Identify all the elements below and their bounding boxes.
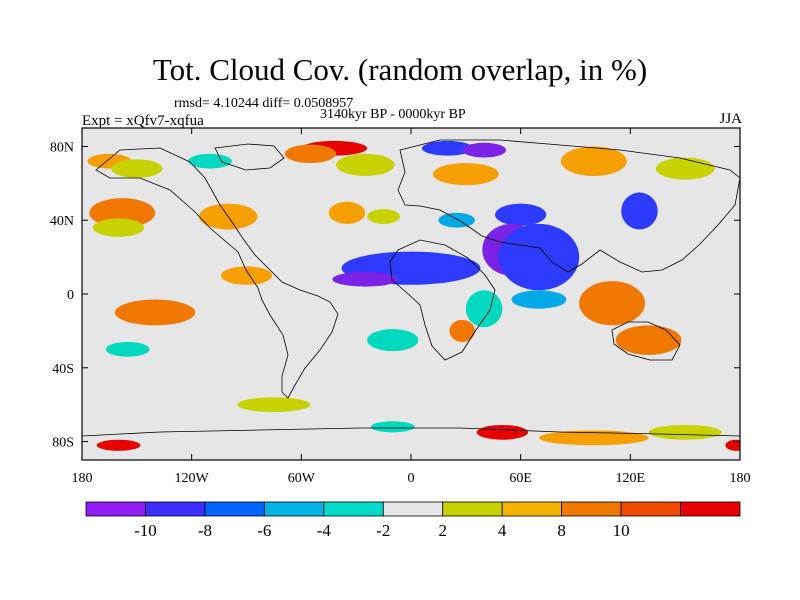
anomaly-patch-greenland-orange (284, 144, 337, 164)
colorbar-swatch (323, 501, 384, 517)
lon-tick-label: 180 (72, 471, 93, 486)
season-label: JJA (719, 111, 742, 127)
anomaly-patch-antarctic-teal (370, 421, 415, 433)
anomaly-patch-alaska-yellow (111, 159, 163, 178)
coastline (95, 147, 339, 399)
colorbar-swatch (680, 501, 741, 517)
anomaly-patch-antarctic-red-2 (476, 424, 528, 440)
anomaly-patch-antarctic-red-1 (96, 439, 141, 451)
lon-tick-label: 60E (509, 471, 532, 486)
anomaly-patch-antarctic-red-3 (725, 439, 740, 451)
coastline (214, 143, 285, 171)
anomaly-patch-e-africa-teal (465, 290, 503, 328)
anomaly-patch-e-pacific-orange (220, 266, 273, 285)
anomaly-patch-s-ocean-yellow (237, 397, 311, 413)
anomaly-patch-antarctic-yellow (648, 424, 722, 440)
colorbar-label: -4 (317, 521, 332, 540)
anomaly-patch-barents-purple (462, 142, 507, 158)
anomaly-patch-scandinavia-blue (421, 140, 474, 156)
lon-tick-label: 120W (175, 471, 210, 486)
anomaly-patch-w-atlantic-orange (328, 201, 366, 224)
lon-tick-label: 180 (730, 471, 751, 486)
anomaly-patch-n-atlantic-yellow (336, 153, 395, 176)
lat-tick-label: 80S (52, 436, 74, 451)
colorbar-swatch (501, 501, 563, 517)
colorbar: -10 -8 -6 -4 -2 2 4 8 10 (85, 501, 741, 540)
map-panel (81, 127, 741, 461)
lon-tick-label: 60W (288, 471, 316, 486)
colorbar-swatch (145, 501, 206, 517)
anomaly-patch-australia-orange (615, 325, 682, 355)
anomaly-patch-s-africa-orange (449, 319, 475, 342)
lon-tick-label: 120E (616, 471, 646, 486)
colorbar-swatch (382, 501, 444, 517)
colorbar-label: -2 (376, 521, 390, 540)
anomaly-patch-n-pacific-yellow (92, 218, 145, 237)
colorbar-swatch (85, 501, 146, 517)
colorbar-label: -10 (134, 521, 157, 540)
map-axes: 80N 40N 0 40S 80S 180 120W 60W 0 60E 120E 180 (50, 128, 751, 486)
anomaly-patch-atlantic-purple (332, 271, 399, 287)
colorbar-swatch (204, 501, 265, 517)
anomaly-patch-indian-ocean-blue (511, 290, 567, 309)
anomaly-patch-east-siberia-yellow (655, 157, 715, 180)
map-title: Tot. Cloud Cov. (random overlap, in %) (152, 52, 648, 87)
anomaly-patch-central-asia-blue (495, 203, 547, 226)
experiment-label: Expt = xQfv7-xqfua (82, 113, 204, 129)
colorbar-label: -8 (198, 521, 212, 540)
anomaly-patch-s-atlantic-teal (367, 329, 419, 352)
anomaly-patch-maritime-orange (579, 281, 645, 326)
colorbar-label: 10 (613, 521, 630, 540)
anomaly-patch-antarctic-orange (538, 430, 649, 446)
anomaly-patch-siberia-orange (560, 146, 627, 176)
colorbar-swatch (620, 501, 681, 517)
colorbar-label: -6 (257, 521, 271, 540)
lat-tick-label: 40S (52, 362, 74, 377)
coastline (611, 321, 681, 361)
anomaly-patch-europe-orange (432, 163, 499, 186)
anomaly-patch-east-asia-blue (621, 192, 658, 230)
colorbar-label: 2 (438, 521, 447, 540)
colorbar-swatch (561, 501, 622, 517)
coastline (82, 427, 740, 437)
anomaly-patch-india-blue (498, 223, 580, 291)
lat-tick-label: 40N (50, 214, 74, 229)
stats-label: rmsd= 4.10244 diff= 0.0508957 (174, 96, 354, 111)
lon-tick-label: 0 (408, 471, 415, 486)
coastline (397, 139, 740, 273)
anomaly-patch-s-pacific-teal (105, 341, 150, 357)
colorbar-swatch (442, 501, 503, 517)
lat-tick-label: 0 (67, 288, 74, 303)
coastline (389, 239, 496, 361)
colorbar-label: 4 (498, 521, 507, 540)
anomaly-patch-e-atlantic-yellow (367, 209, 401, 224)
anomaly-patch-canada-teal (188, 153, 232, 169)
period-label: 3140kyr BP - 0000kyr BP (320, 107, 466, 122)
colorbar-swatch (263, 501, 325, 517)
colorbar-label: 8 (557, 521, 566, 540)
lat-tick-label: 80N (50, 140, 74, 155)
anomaly-patch-pacific-orange (114, 299, 196, 326)
anomaly-patch-mediterranean-blue (438, 212, 475, 228)
